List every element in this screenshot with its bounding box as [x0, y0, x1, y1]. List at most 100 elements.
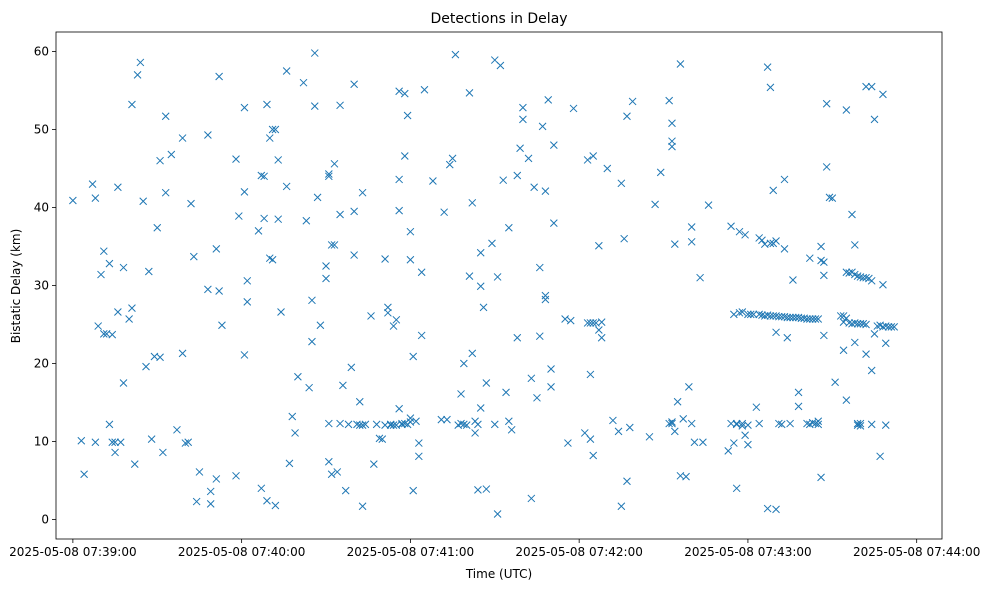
data-point — [392, 315, 401, 324]
data-point — [845, 319, 854, 327]
data-point — [288, 412, 297, 421]
data-point — [724, 447, 733, 455]
data-point — [336, 101, 344, 110]
data-point — [735, 227, 744, 236]
data-point — [876, 452, 884, 461]
data-point — [879, 90, 887, 99]
data-point — [614, 427, 623, 436]
data-point — [583, 319, 592, 327]
data-point — [378, 435, 387, 444]
data-point — [668, 142, 676, 151]
data-point — [541, 291, 550, 300]
data-point — [668, 418, 676, 426]
x-tick-label: 2025-05-08 07:40:00 — [178, 545, 305, 559]
data-point — [783, 333, 792, 342]
data-point — [589, 451, 598, 460]
data-point — [566, 316, 575, 325]
data-point — [119, 379, 128, 387]
data-point — [586, 370, 595, 379]
data-point — [775, 312, 783, 321]
data-point — [204, 131, 212, 139]
data-point — [670, 240, 679, 249]
data-point — [291, 429, 299, 437]
data-point — [206, 500, 215, 508]
data-point — [468, 198, 477, 207]
data-point — [533, 393, 541, 402]
data-point — [687, 419, 696, 428]
data-point — [746, 310, 755, 319]
data-point — [350, 251, 358, 259]
data-point — [879, 280, 887, 289]
data-point — [161, 112, 170, 121]
data-point — [395, 404, 404, 413]
data-point — [232, 471, 240, 480]
data-point — [111, 438, 119, 447]
data-point — [310, 49, 319, 57]
data-point — [111, 448, 119, 457]
data-point — [257, 171, 266, 180]
data-point — [732, 419, 741, 428]
data-point — [443, 415, 451, 424]
data-point — [772, 505, 780, 514]
data-point — [668, 137, 676, 146]
data-point — [853, 272, 862, 280]
data-point — [549, 219, 558, 227]
data-point — [99, 247, 108, 256]
data-point — [375, 434, 384, 443]
data-point — [822, 99, 831, 108]
data-point — [133, 71, 142, 79]
data-point — [305, 383, 313, 392]
data-point — [189, 252, 198, 261]
data-point — [744, 440, 752, 449]
data-point — [114, 183, 122, 192]
data-point — [448, 154, 457, 163]
data-point — [271, 125, 280, 134]
data-point — [302, 216, 311, 225]
data-point — [327, 241, 336, 249]
data-point — [884, 322, 893, 331]
data-point — [153, 223, 162, 232]
data-point — [420, 85, 429, 94]
data-point — [730, 439, 738, 447]
data-point — [623, 477, 631, 486]
data-point — [474, 486, 482, 494]
data-point — [437, 415, 446, 424]
data-point — [350, 207, 358, 216]
x-tick-label: 2025-05-08 07:39:00 — [9, 545, 136, 559]
data-point — [184, 438, 193, 447]
points-layer — [69, 49, 899, 518]
data-point — [417, 331, 426, 340]
data-point — [763, 504, 772, 513]
data-point — [673, 397, 682, 406]
data-point — [156, 156, 164, 165]
data-point — [794, 402, 803, 411]
data-point — [679, 415, 688, 423]
data-point — [789, 313, 797, 322]
data-point — [808, 418, 817, 427]
data-point — [358, 502, 367, 511]
data-point — [355, 397, 364, 406]
data-point — [206, 487, 215, 496]
data-point — [265, 134, 274, 142]
data-point — [490, 420, 499, 429]
data-point — [482, 379, 491, 387]
data-point — [240, 351, 249, 359]
y-tick-label: 50 — [34, 123, 49, 137]
x-tick-label: 2025-05-08 07:43:00 — [684, 545, 811, 559]
data-point — [476, 282, 485, 291]
data-point — [842, 106, 851, 114]
data-point — [738, 308, 747, 316]
data-point — [732, 484, 741, 493]
data-point — [867, 366, 876, 375]
data-point — [482, 485, 491, 493]
data-point — [668, 119, 676, 128]
data-point — [682, 472, 690, 481]
data-point — [406, 227, 415, 236]
data-point — [752, 403, 761, 412]
data-point — [862, 350, 870, 358]
data-point — [772, 237, 780, 245]
data-point — [372, 420, 381, 429]
data-point — [417, 268, 426, 277]
data-point — [597, 318, 606, 327]
